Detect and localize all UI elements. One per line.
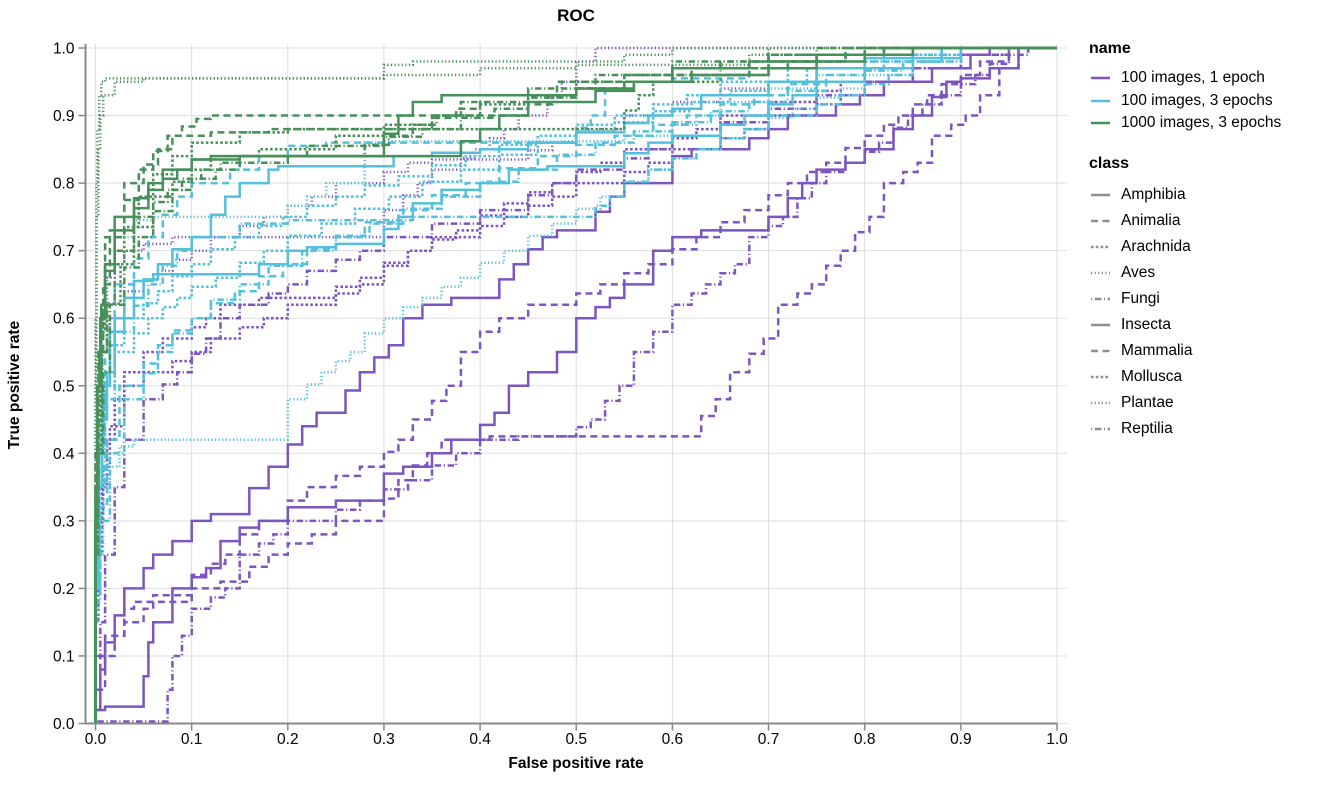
x-tick-label: 0.0 <box>85 731 107 748</box>
legend-symbol-line <box>1091 121 1110 125</box>
roc-curve <box>94 46 1057 724</box>
roc-curve <box>94 46 1057 724</box>
y-tick-label: 0.3 <box>53 513 75 530</box>
x-tick-label: 0.7 <box>758 731 780 748</box>
x-tick-label: 0.4 <box>469 731 491 748</box>
legend-item-class: Mollusca <box>1089 364 1334 390</box>
legend-item-class: Reptilia <box>1089 416 1334 442</box>
x-tick-label: 0.1 <box>181 731 203 748</box>
y-tick-label: 0.2 <box>53 581 75 598</box>
roc-curve <box>94 46 1057 724</box>
legend-symbol-line <box>1091 323 1110 326</box>
roc-curve <box>94 46 1057 724</box>
legend-item-class: Mammalia <box>1089 338 1334 364</box>
y-tick-label: 0.0 <box>53 716 75 733</box>
legend-name-title: name <box>1089 40 1131 57</box>
legend-item-name-label: 100 images, 3 epochs <box>1121 91 1273 109</box>
legend-class: class Amphibia Animalia Arachnida Aves Fungi… <box>1089 155 1334 442</box>
roc-curve <box>94 46 1057 724</box>
roc-curve <box>94 46 1057 724</box>
roc-curve <box>94 46 1057 724</box>
legend-item-name: 100 images, 1 epoch <box>1089 67 1334 90</box>
legend-symbol-line <box>1091 193 1110 196</box>
legend-item-class-label: Insecta <box>1121 315 1171 333</box>
roc-curve <box>94 46 1057 724</box>
roc-curve <box>94 46 1057 724</box>
x-tick-label: 0.9 <box>950 731 972 748</box>
legend-symbol-line <box>1091 349 1110 352</box>
x-tick-label: 1.0 <box>1046 731 1068 748</box>
y-tick-label: 1.0 <box>53 41 75 58</box>
y-tick-label: 0.4 <box>53 446 75 463</box>
legend-item-class: Aves <box>1089 260 1334 286</box>
roc-curve <box>94 46 1057 724</box>
roc-plot-svg: 0.0 0.1 0.2 0.3 0.4 0.5 0.6 0.7 0.8 0.9 1.0 0.0 0.1 0… <box>53 41 1068 749</box>
legend-symbol-line <box>1091 427 1110 430</box>
legend-item-class: Amphibia <box>1089 182 1334 208</box>
roc-curve <box>94 46 1057 724</box>
legend-symbol-line <box>1091 401 1110 404</box>
x-tick-label: 0.8 <box>854 731 876 748</box>
legend-item-class-label: Animalia <box>1121 211 1181 229</box>
y-tick-label: 0.1 <box>53 648 75 665</box>
legend-symbol-line <box>1091 99 1110 103</box>
x-tick-label: 0.5 <box>565 731 587 748</box>
y-tick-label: 0.9 <box>53 108 75 125</box>
roc-curve <box>94 46 1057 724</box>
legend-item-class: Fungi <box>1089 286 1334 312</box>
x-tick-label: 0.3 <box>373 731 395 748</box>
legend-symbol-line <box>1091 271 1110 274</box>
legend-item-class-label: Reptilia <box>1121 419 1173 437</box>
y-tick-label: 0.8 <box>53 176 75 193</box>
legend-item-name-label: 100 images, 1 epoch <box>1121 69 1265 87</box>
legend-symbol-line <box>1091 375 1110 378</box>
legend-item-class-label: Amphibia <box>1121 185 1186 203</box>
roc-curve <box>94 46 1057 724</box>
y-tick-label: 0.6 <box>53 311 75 328</box>
y-axis-title: True positive rate <box>6 320 23 450</box>
x-axis-title: False positive rate <box>508 755 644 772</box>
legend-item-class: Plantae <box>1089 390 1334 416</box>
legend-item-class-label: Arachnida <box>1121 237 1191 255</box>
x-tick-label: 0.6 <box>662 731 684 748</box>
legend-item-name-label: 1000 images, 3 epochs <box>1121 114 1282 132</box>
legend-item-name: 100 images, 3 epochs <box>1089 90 1334 113</box>
x-tick-label: 0.2 <box>277 731 299 748</box>
roc-curve <box>94 46 1057 724</box>
legend-item-class-label: Mammalia <box>1121 341 1193 359</box>
legend-item-class: Insecta <box>1089 312 1334 338</box>
legend-item-class-label: Fungi <box>1121 289 1160 307</box>
legend-item-class: Arachnida <box>1089 234 1334 260</box>
roc-curve <box>94 46 1057 724</box>
roc-curve <box>94 46 1057 724</box>
legend-name: name 100 images, 1 epoch 100 images, 3 ep… <box>1089 40 1334 135</box>
legend-item-class-label: Plantae <box>1121 393 1174 411</box>
legend-symbol-line <box>1091 76 1110 80</box>
legend-class-title: class <box>1089 154 1130 172</box>
legend-symbol-line <box>1091 245 1110 248</box>
legend: name 100 images, 1 epoch 100 images, 3 ep… <box>1089 40 1334 442</box>
legend-item-class: Animalia <box>1089 208 1334 234</box>
legend-item-class-label: Mollusca <box>1121 367 1183 385</box>
legend-symbol-line <box>1091 219 1110 222</box>
legend-symbol-line <box>1091 297 1110 300</box>
legend-item-name: 1000 images, 3 epochs <box>1089 112 1334 135</box>
roc-curve <box>94 46 1057 724</box>
legend-item-class-label: Aves <box>1121 263 1156 281</box>
y-tick-label: 0.7 <box>53 243 75 260</box>
chart-title: ROC <box>557 6 595 25</box>
y-tick-label: 0.5 <box>53 378 75 395</box>
